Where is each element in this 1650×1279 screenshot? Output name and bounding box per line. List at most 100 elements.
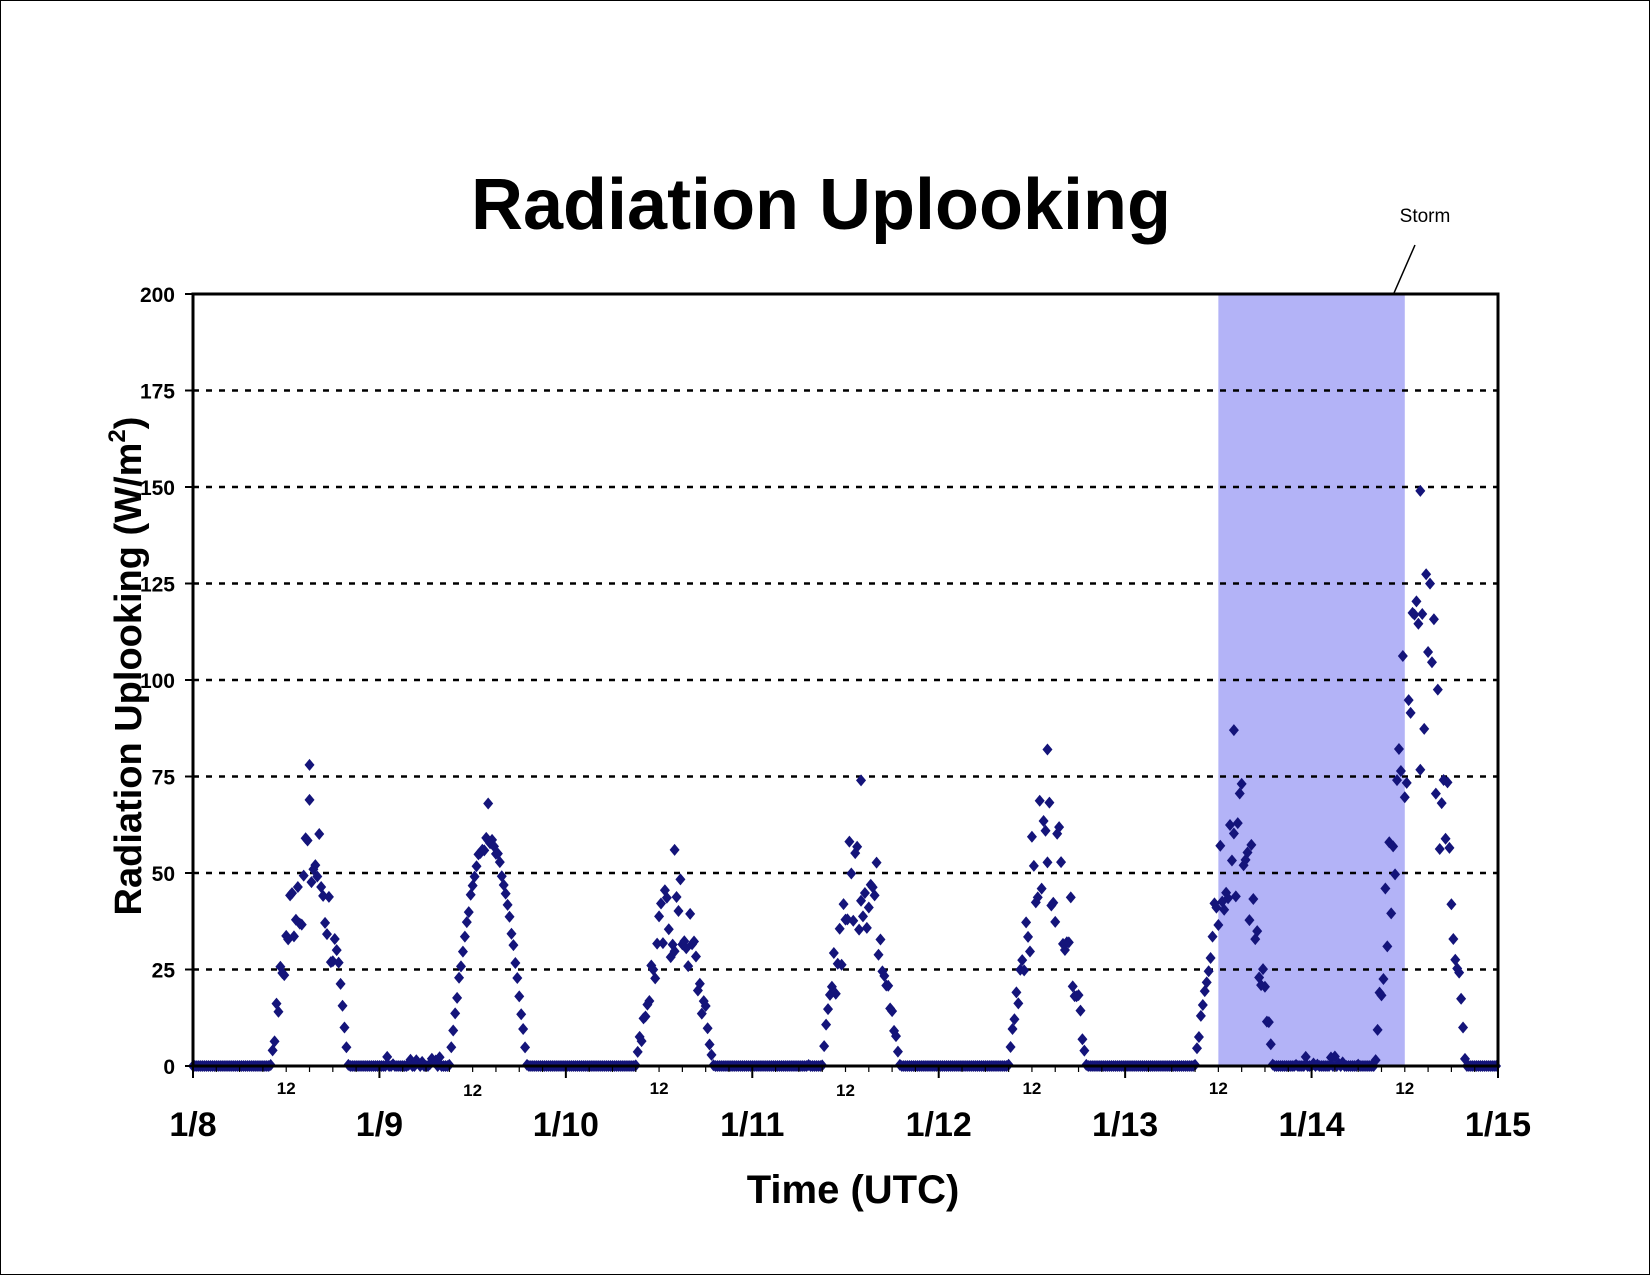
x-minor-label-12: 12 bbox=[463, 1081, 482, 1100]
data-point bbox=[852, 840, 863, 853]
data-point bbox=[450, 1007, 461, 1020]
data-point bbox=[1040, 824, 1051, 837]
data-point bbox=[1442, 776, 1453, 789]
data-point bbox=[1197, 998, 1208, 1011]
data-point bbox=[1432, 683, 1443, 696]
data-point bbox=[279, 969, 290, 982]
data-point bbox=[1300, 1050, 1311, 1063]
data-point bbox=[267, 1044, 278, 1057]
data-point bbox=[504, 910, 515, 923]
data-point bbox=[875, 933, 886, 946]
data-point bbox=[879, 969, 890, 982]
y-tick-label-75: 75 bbox=[152, 767, 176, 790]
data-point bbox=[1048, 896, 1059, 909]
y-axis-label-sup: 2 bbox=[104, 429, 131, 442]
data-point bbox=[830, 987, 841, 1000]
data-point bbox=[320, 916, 331, 929]
data-point bbox=[461, 916, 472, 929]
y-axis-label-main: Radiation Uplooking (W/m bbox=[108, 443, 150, 916]
data-point bbox=[492, 847, 503, 860]
data-point bbox=[1370, 1054, 1381, 1067]
data-point bbox=[648, 963, 659, 976]
data-point bbox=[1392, 774, 1403, 787]
data-point bbox=[1448, 932, 1459, 945]
data-point bbox=[861, 921, 872, 934]
data-point bbox=[479, 844, 490, 857]
data-point bbox=[1023, 930, 1034, 943]
data-point bbox=[312, 870, 323, 883]
data-point bbox=[821, 1018, 832, 1031]
data-point bbox=[869, 889, 880, 902]
data-point bbox=[1063, 936, 1074, 949]
data-point bbox=[1065, 891, 1076, 904]
data-point bbox=[1458, 1021, 1469, 1034]
data-point bbox=[706, 1048, 717, 1061]
data-point bbox=[506, 927, 517, 940]
data-point bbox=[1042, 743, 1053, 756]
data-point bbox=[1026, 830, 1037, 843]
data-point bbox=[287, 887, 298, 900]
data-point bbox=[318, 889, 329, 902]
data-point bbox=[1013, 997, 1024, 1010]
data-point bbox=[1226, 854, 1237, 867]
data-point bbox=[1409, 608, 1420, 621]
data-point bbox=[1411, 595, 1422, 608]
data-point bbox=[467, 879, 478, 892]
x-minor-label-12: 12 bbox=[277, 1079, 296, 1098]
data-point bbox=[1401, 776, 1412, 789]
data-point bbox=[1079, 1044, 1090, 1057]
data-point bbox=[288, 930, 299, 943]
data-point bbox=[1415, 763, 1426, 776]
data-point bbox=[469, 870, 480, 883]
y-tick-label-150: 150 bbox=[140, 477, 175, 500]
data-point bbox=[1005, 1041, 1016, 1054]
data-point bbox=[269, 1035, 280, 1048]
y-axis-ticks: 0 25 50 75 100 125 150 175 200 bbox=[140, 284, 193, 1079]
x-minor-label-12: 12 bbox=[1209, 1079, 1228, 1098]
data-point bbox=[310, 859, 321, 872]
data-point bbox=[696, 1007, 707, 1020]
data-point bbox=[323, 890, 334, 903]
data-point bbox=[496, 870, 507, 883]
storm-annotation-leader bbox=[1393, 244, 1416, 294]
x-minor-label-12: 12 bbox=[836, 1081, 855, 1100]
x-tick-label-1-13: 1/13 bbox=[1092, 1106, 1158, 1144]
data-point bbox=[1050, 915, 1061, 928]
data-point bbox=[1007, 1022, 1018, 1035]
data-point bbox=[1378, 973, 1389, 986]
data-point bbox=[341, 1041, 352, 1054]
data-point bbox=[457, 945, 468, 958]
data-point bbox=[689, 935, 700, 948]
data-point bbox=[1450, 953, 1461, 966]
data-point bbox=[1215, 839, 1226, 852]
data-point bbox=[685, 907, 696, 920]
data-point bbox=[1213, 919, 1224, 932]
data-point bbox=[1211, 901, 1222, 914]
data-point bbox=[331, 944, 342, 957]
data-point bbox=[1425, 577, 1436, 590]
data-point bbox=[1199, 985, 1210, 998]
data-point bbox=[856, 894, 867, 907]
data-point bbox=[306, 876, 317, 889]
data-point bbox=[510, 957, 521, 970]
chart-title: Radiation Uplooking bbox=[471, 165, 1171, 245]
data-point bbox=[657, 937, 668, 950]
y-tick-label-100: 100 bbox=[140, 670, 175, 693]
x-tick-label-1-14: 1/14 bbox=[1278, 1106, 1344, 1144]
data-point bbox=[454, 971, 465, 984]
data-point bbox=[1191, 1042, 1202, 1055]
data-point bbox=[1067, 980, 1078, 993]
x-axis-label: Time (UTC) bbox=[747, 1168, 960, 1212]
data-point bbox=[1044, 796, 1055, 809]
x-tick-label-1-15: 1/15 bbox=[1465, 1106, 1531, 1144]
data-point bbox=[1225, 819, 1236, 832]
y-axis-label: Radiation Uplooking (W/m2) bbox=[104, 417, 150, 916]
data-point bbox=[1201, 976, 1212, 989]
data-point bbox=[1011, 986, 1022, 999]
data-point bbox=[1248, 893, 1259, 906]
data-point bbox=[1230, 890, 1241, 903]
storm-annotation: Storm bbox=[1400, 206, 1451, 227]
data-point bbox=[1207, 930, 1218, 943]
data-point bbox=[1038, 814, 1049, 827]
data-point bbox=[1234, 787, 1245, 800]
